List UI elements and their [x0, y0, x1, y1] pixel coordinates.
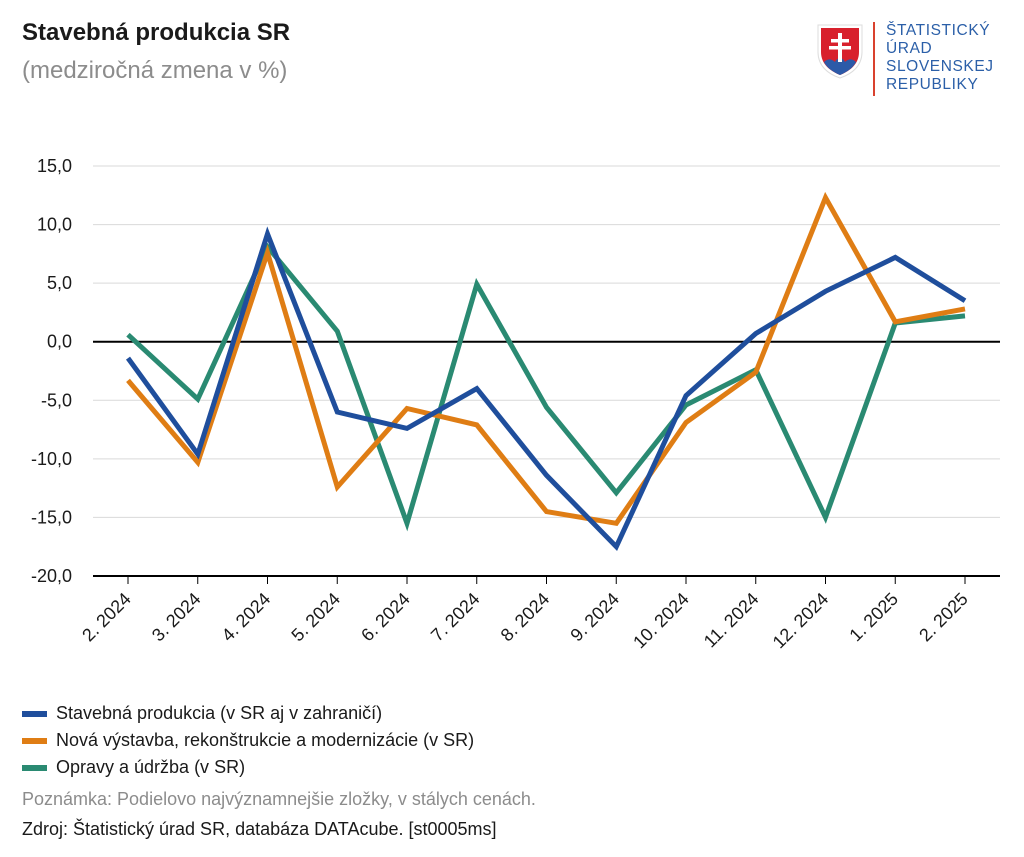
x-tick-label: 2. 2024	[78, 589, 135, 646]
logo-text: ŠTATISTICKÝ ÚRAD SLOVENSKEJ REPUBLIKY	[886, 22, 994, 94]
x-tick-label: 7. 2024	[427, 589, 484, 646]
x-tick-label: 8. 2024	[497, 589, 554, 646]
logo-line: REPUBLIKY	[886, 76, 979, 93]
logo-line: ÚRAD	[886, 40, 933, 57]
legend-item: Opravy a údržba (v SR)	[22, 754, 474, 781]
x-tick-label: 3. 2024	[148, 589, 205, 646]
line-chart: 15,0 10,0 5,0 0,0 -5,0 -10,0 -15,0 -20,0 2. 2024…	[31, 156, 1000, 653]
legend-item: Stavebná produkcia (v SR aj v zahraničí)	[22, 700, 474, 727]
legend-label: Stavebná produkcia (v SR aj v zahraničí)	[56, 703, 383, 723]
legend-swatch	[22, 737, 47, 744]
y-tick-label: -10,0	[31, 449, 72, 469]
x-tick-label: 2. 2025	[915, 589, 972, 646]
y-tick-label: -20,0	[31, 566, 72, 586]
x-tick-label: 4. 2024	[218, 589, 275, 646]
logo-divider	[873, 22, 875, 96]
series-line-2	[126, 191, 966, 527]
y-tick-label: 5,0	[47, 273, 72, 293]
legend-swatch	[22, 764, 47, 771]
x-tick-label: 10. 2024	[629, 589, 693, 653]
y-tick-label: 15,0	[37, 156, 72, 176]
logo-line: ŠTATISTICKÝ	[886, 22, 991, 39]
x-tick-label: 6. 2024	[357, 589, 414, 646]
chart-title: Stavebná produkcia SR	[22, 19, 291, 46]
y-tick-label: 0,0	[47, 332, 72, 352]
series-line-1	[125, 226, 967, 552]
footnote: Poznámka: Podielovo najvýznamnejšie zlož…	[22, 789, 536, 809]
x-tick-label: 11. 2024	[700, 589, 763, 652]
y-tick-label: -5,0	[41, 390, 72, 410]
chart-subtitle: (medziročná zmena v %)	[22, 57, 288, 84]
legend: Stavebná produkcia (v SR aj v zahraničí)…	[22, 700, 474, 781]
x-tick-label: 12. 2024	[769, 589, 833, 653]
x-tick-label: 9. 2024	[566, 589, 623, 646]
legend-item: Nová výstavba, rekonštrukcie a modernizá…	[22, 727, 474, 754]
slovak-coat-of-arms-icon	[817, 24, 863, 79]
source-note: Zdroj: Štatistický úrad SR, databáza DAT…	[22, 819, 497, 839]
legend-label: Opravy a údržba (v SR)	[56, 757, 246, 777]
x-tick-label: 5. 2024	[287, 589, 344, 646]
y-tick-label: 10,0	[37, 215, 72, 235]
logo-line: SLOVENSKEJ	[886, 58, 994, 75]
statistical-office-logo: ŠTATISTICKÝ ÚRAD SLOVENSKEJ REPUBLIKY	[816, 22, 1006, 98]
y-tick-label: -15,0	[31, 507, 72, 527]
legend-label: Nová výstavba, rekonštrukcie a modernizá…	[56, 730, 475, 750]
x-tick-label: 1. 2025	[845, 589, 902, 646]
legend-swatch	[22, 710, 47, 717]
